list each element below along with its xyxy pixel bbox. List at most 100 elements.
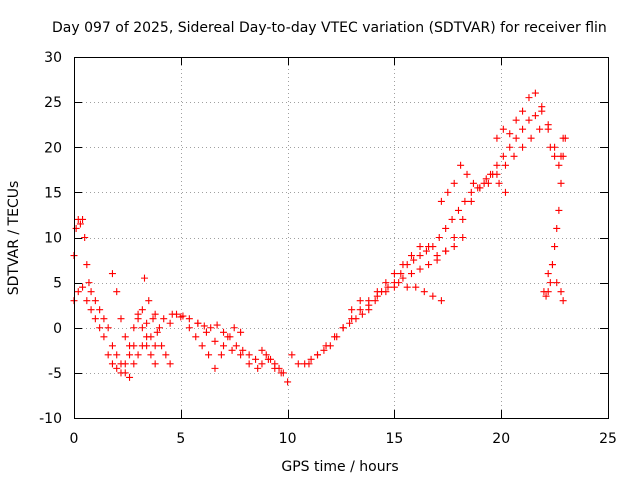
data-point — [185, 315, 193, 323]
data-point — [461, 197, 469, 205]
x-tick-label: 5 — [176, 431, 185, 447]
data-point — [74, 288, 82, 296]
data-point — [512, 116, 520, 124]
data-point — [540, 288, 548, 296]
data-point — [499, 125, 507, 133]
data-point — [96, 324, 104, 332]
data-point — [130, 324, 138, 332]
data-point — [228, 346, 236, 354]
data-point — [322, 342, 330, 350]
data-point — [454, 206, 462, 214]
x-tick-label: 20 — [492, 431, 510, 447]
data-point — [459, 234, 467, 241]
data-point — [476, 184, 484, 192]
data-point — [305, 360, 313, 368]
data-point — [531, 89, 539, 97]
data-point — [493, 161, 501, 169]
data-point — [544, 125, 552, 133]
data-point — [450, 179, 458, 187]
data-point — [506, 143, 514, 151]
data-point — [382, 288, 390, 296]
data-point — [198, 342, 206, 350]
data-point — [356, 306, 364, 314]
data-point — [134, 351, 142, 359]
data-point — [555, 161, 563, 169]
data-point — [331, 333, 339, 341]
data-point — [450, 243, 458, 251]
chart-title: Day 097 of 2025, Sidereal Day-to-day VTE… — [52, 20, 607, 36]
data-point — [153, 328, 161, 336]
data-points — [70, 89, 569, 386]
data-point — [320, 346, 328, 354]
data-point — [100, 333, 108, 341]
data-point — [72, 224, 80, 232]
data-point — [448, 215, 456, 223]
data-point — [185, 324, 193, 332]
data-point — [482, 175, 490, 183]
data-point — [348, 306, 356, 314]
data-point — [254, 364, 262, 372]
data-point — [559, 297, 567, 305]
data-point — [267, 355, 275, 363]
data-point — [213, 321, 221, 329]
data-point — [151, 310, 159, 318]
y-tick-label: 30 — [44, 50, 62, 66]
data-point — [147, 333, 155, 341]
data-point — [382, 279, 390, 287]
data-point — [531, 112, 539, 120]
data-point — [96, 306, 104, 314]
data-point — [512, 134, 520, 142]
data-point — [407, 270, 415, 278]
y-tick-label: 0 — [53, 321, 62, 337]
data-point — [104, 351, 112, 359]
data-point — [262, 351, 270, 359]
data-point — [126, 351, 134, 359]
y-axis-label: SDTVAR / TECUs — [6, 181, 22, 296]
data-point — [288, 351, 296, 359]
data-point — [425, 243, 433, 251]
data-point — [113, 288, 121, 296]
data-point — [457, 161, 465, 169]
data-point — [493, 134, 501, 142]
data-point — [459, 215, 467, 223]
data-point — [151, 342, 159, 350]
data-point — [433, 256, 441, 264]
series-sat-track-h — [258, 346, 287, 377]
data-point — [390, 283, 398, 291]
data-point — [559, 152, 567, 160]
data-point — [239, 346, 247, 354]
data-point — [495, 179, 503, 187]
data-point — [399, 274, 407, 282]
series-sat-track-m — [437, 161, 509, 205]
data-point — [403, 283, 411, 291]
data-point — [245, 360, 253, 368]
data-point — [85, 279, 93, 287]
data-point — [410, 256, 418, 264]
data-point — [399, 261, 407, 269]
data-point — [126, 373, 134, 381]
y-tick-label: 10 — [44, 231, 62, 247]
data-point — [81, 234, 89, 241]
data-point — [442, 247, 450, 255]
data-point — [220, 342, 228, 350]
data-point — [108, 360, 116, 368]
grid-lines — [74, 57, 608, 418]
data-point — [467, 197, 475, 205]
data-point — [555, 206, 563, 214]
data-point — [207, 324, 215, 332]
data-point — [407, 252, 415, 260]
data-point — [108, 270, 116, 278]
data-point — [166, 319, 174, 327]
data-point — [258, 360, 266, 368]
data-point — [557, 179, 565, 187]
y-tick-label: 20 — [44, 140, 62, 156]
y-tick-label: -10 — [39, 411, 62, 427]
data-point — [314, 351, 322, 359]
data-point — [108, 342, 116, 350]
data-point — [397, 270, 405, 278]
data-point — [467, 188, 475, 196]
data-point — [437, 297, 445, 305]
data-point — [416, 265, 424, 273]
